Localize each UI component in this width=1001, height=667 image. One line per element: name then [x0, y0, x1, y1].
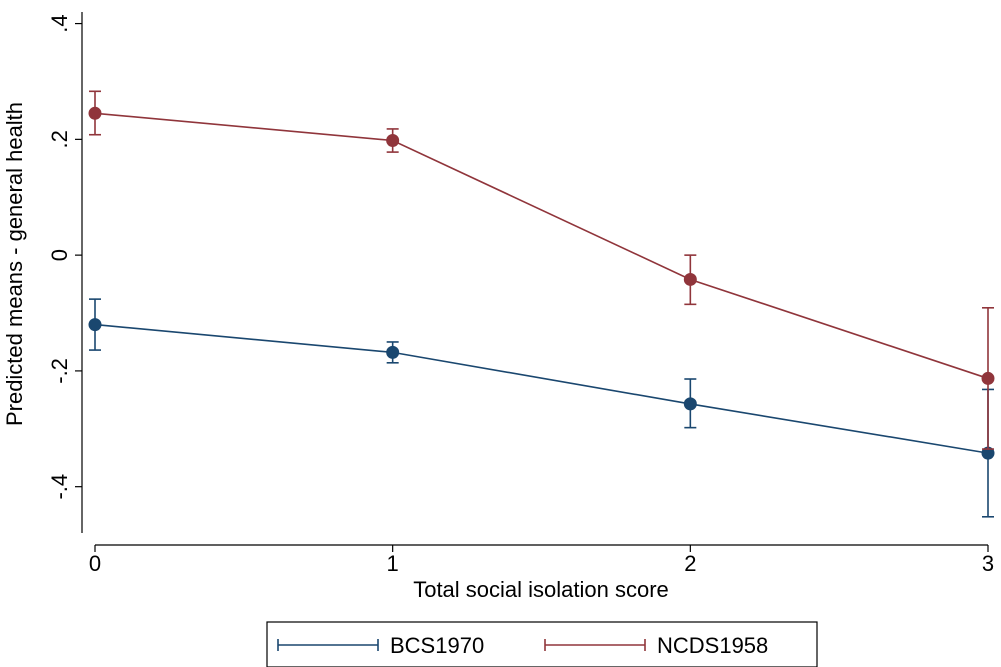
data-point: [386, 345, 400, 359]
legend-label: NCDS1958: [657, 633, 768, 658]
legend-label: BCS1970: [390, 633, 484, 658]
x-tick-label: 0: [89, 551, 101, 576]
y-tick-label: -.2: [47, 358, 72, 384]
x-tick-label: 3: [982, 551, 994, 576]
data-point: [88, 318, 102, 332]
data-point: [88, 106, 102, 120]
y-tick-label: 0: [47, 249, 72, 261]
data-point: [981, 371, 995, 385]
y-ticks: .4 .2 0 -.2 -.4: [47, 14, 82, 500]
legend-item-bcs1970: BCS1970: [277, 633, 484, 658]
x-tick-label: 2: [684, 551, 696, 576]
data-point: [981, 446, 995, 460]
series-ncds1958: [88, 90, 995, 450]
series-layer: [88, 90, 995, 518]
data-point: [386, 134, 400, 148]
series-line: [94, 112, 989, 380]
y-tick-label: .4: [47, 14, 72, 32]
data-point: [683, 272, 697, 286]
series-line: [94, 323, 989, 454]
data-point: [683, 397, 697, 411]
series-bcs1970: [88, 298, 995, 518]
x-ticks: 0 1 2 3: [89, 545, 994, 576]
x-tick-label: 1: [387, 551, 399, 576]
legend-item-ncds1958: NCDS1958: [544, 633, 768, 658]
axes: [81, 12, 988, 546]
y-axis-title: Predicted means - general health: [2, 102, 27, 426]
y-tick-label: -.4: [47, 474, 72, 500]
legend: BCS1970 NCDS1958: [266, 621, 818, 667]
x-axis-title: Total social isolation score: [413, 577, 669, 602]
y-tick-label: .2: [47, 130, 72, 148]
